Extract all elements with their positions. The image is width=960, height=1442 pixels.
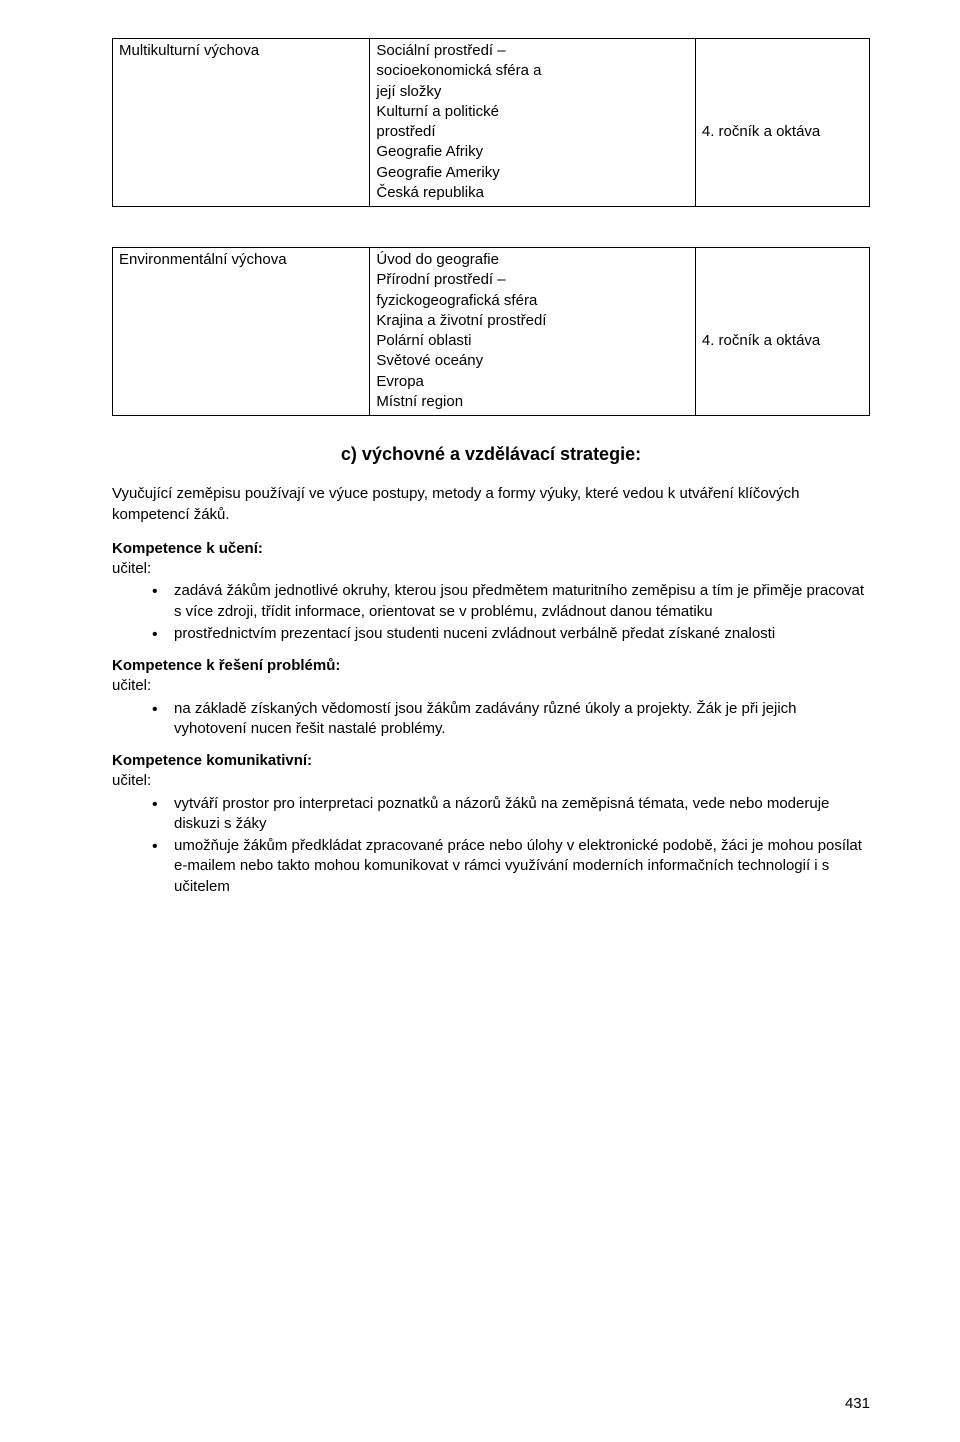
table-row: Environmentální výchova Úvod do geografi… [113, 248, 870, 416]
list-item: umožňuje žákům předkládat zpracované prá… [152, 836, 870, 897]
competence-communication-list: vytváří prostor pro interpretaci poznatk… [112, 794, 870, 897]
list-item: na základě získaných vědomostí jsou žáků… [152, 699, 870, 740]
table-environmental: Environmentální výchova Úvod do geografi… [112, 247, 870, 416]
lead-paragraph: Vyučující zeměpisu používají ve výuce po… [112, 484, 870, 525]
competence-learning-list: zadává žákům jednotlivé okruhy, kterou j… [112, 581, 870, 644]
competence-learning-title: Kompetence k učení: [112, 539, 870, 559]
list-item: zadává žákům jednotlivé okruhy, kterou j… [152, 581, 870, 622]
cell-content: Sociální prostředí – socioekonomická sfé… [370, 39, 696, 207]
cell-grade: 4. ročník a oktáva [695, 39, 869, 207]
teacher-label: učitel: [112, 771, 870, 791]
spacer [112, 223, 870, 247]
cell-grade: 4. ročník a oktáva [695, 248, 869, 416]
competence-communication-title: Kompetence komunikativní: [112, 751, 870, 771]
competence-problem-title: Kompetence k řešení problémů: [112, 656, 870, 676]
section-c-heading: c) výchovné a vzdělávací strategie: [112, 442, 870, 466]
teacher-label: učitel: [112, 559, 870, 579]
competence-problem-list: na základě získaných vědomostí jsou žáků… [112, 699, 870, 740]
teacher-label: učitel: [112, 676, 870, 696]
cell-content: Úvod do geografie Přírodní prostředí – f… [370, 248, 696, 416]
table-row: Multikulturní výchova Sociální prostředí… [113, 39, 870, 207]
cell-topic: Environmentální výchova [113, 248, 370, 416]
page-number: 431 [845, 1394, 870, 1414]
cell-topic: Multikulturní výchova [113, 39, 370, 207]
table-multicultural: Multikulturní výchova Sociální prostředí… [112, 38, 870, 207]
list-item: prostřednictvím prezentací jsou studenti… [152, 624, 870, 644]
list-item: vytváří prostor pro interpretaci poznatk… [152, 794, 870, 835]
